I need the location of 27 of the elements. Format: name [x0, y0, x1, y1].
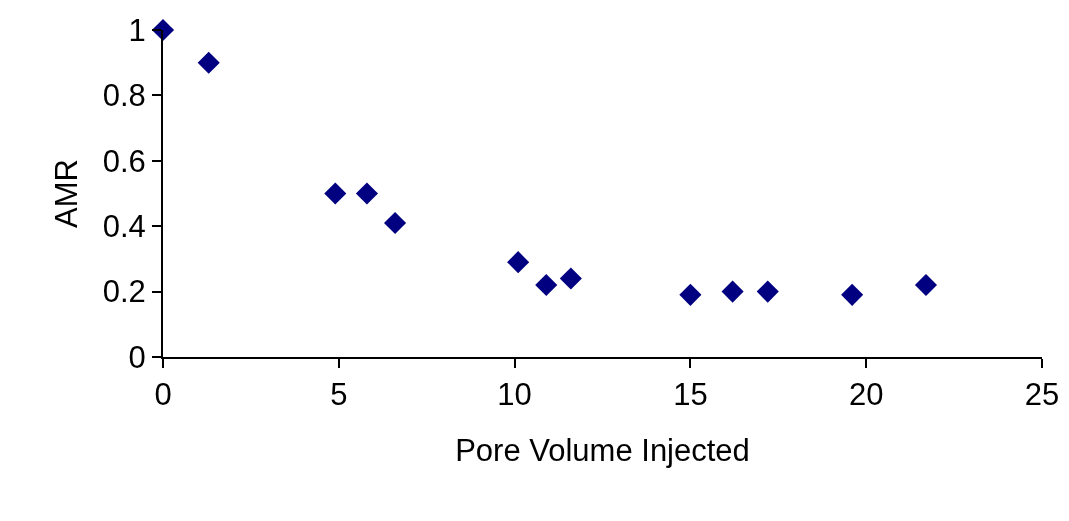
- point: [384, 211, 407, 234]
- point: [679, 283, 702, 306]
- point: [507, 251, 530, 274]
- x-tick-label: 20: [848, 377, 884, 413]
- x-axis-title: Pore Volume Injected: [455, 432, 750, 468]
- y-tick-label: 0.6: [102, 143, 146, 179]
- point: [559, 267, 582, 290]
- point: [721, 280, 744, 303]
- y-tick-label: 0.2: [102, 274, 146, 310]
- x-tick-label: 0: [154, 377, 172, 413]
- x-tick-label: 25: [1024, 377, 1060, 413]
- point: [535, 274, 558, 297]
- point: [914, 274, 938, 297]
- point: [197, 51, 220, 74]
- point: [355, 182, 378, 205]
- y-tick-label: 0: [128, 339, 146, 375]
- y-tick-label: 0.4: [102, 209, 146, 245]
- point: [756, 280, 779, 303]
- x-tick-label: 10: [497, 377, 532, 413]
- y-axis-title: AMR: [48, 159, 84, 228]
- y-tick-label: 1: [128, 12, 146, 48]
- x-tick-label: 15: [673, 377, 708, 413]
- x-tick-label: 5: [330, 377, 348, 413]
- point: [151, 18, 175, 42]
- y-tick-label: 0.8: [102, 78, 146, 114]
- point: [324, 182, 347, 205]
- point: [841, 283, 864, 306]
